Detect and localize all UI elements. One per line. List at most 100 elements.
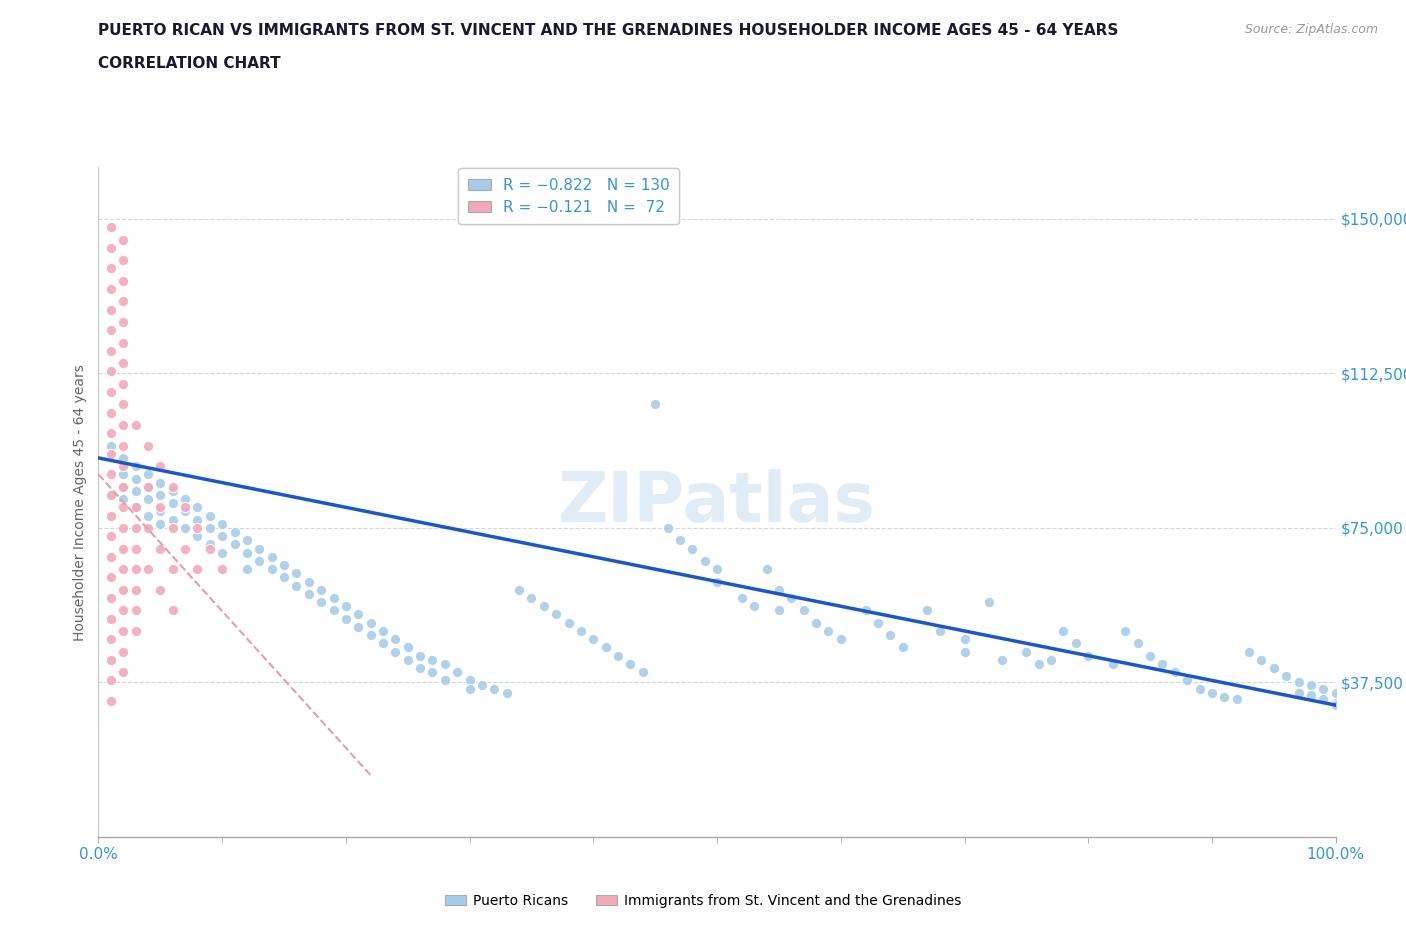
Point [112,397,135,412]
Point [1028,657,1050,671]
Point [681,541,703,556]
Text: PUERTO RICAN VS IMMIGRANTS FROM ST. VINCENT AND THE GRENADINES HOUSEHOLDER INCOM: PUERTO RICAN VS IMMIGRANTS FROM ST. VINC… [98,23,1119,38]
Point [891,640,914,655]
Point [1188,681,1211,696]
Point [533,599,555,614]
Point [112,623,135,638]
Point [100,673,122,688]
Point [112,294,135,309]
Point [742,599,765,614]
Point [174,541,197,556]
Point [149,582,172,597]
Point [309,594,332,609]
Point [211,529,233,544]
Point [149,500,172,515]
Point [817,623,839,638]
Point [149,487,172,502]
Point [149,475,172,490]
Point [1288,675,1310,690]
Point [768,603,790,618]
Point [322,591,344,605]
Point [149,516,172,531]
Point [631,665,654,680]
Legend: Puerto Ricans, Immigrants from St. Vincent and the Grenadines: Puerto Ricans, Immigrants from St. Vince… [440,889,966,914]
Point [236,545,259,560]
Point [112,479,135,494]
Point [446,665,468,680]
Point [136,467,159,482]
Point [149,504,172,519]
Point [247,541,270,556]
Point [1275,669,1298,684]
Point [100,302,122,317]
Point [1102,657,1125,671]
Point [595,640,617,655]
Point [162,521,184,536]
Point [100,323,122,338]
Point [347,619,370,634]
Point [162,512,184,527]
Point [100,467,122,482]
Point [136,438,159,453]
Point [100,611,122,626]
Point [100,282,122,297]
Point [224,537,246,551]
Point [793,603,815,618]
Point [755,562,778,577]
Point [136,479,159,494]
Point [112,479,135,494]
Point [100,364,122,379]
Point [124,582,146,597]
Point [979,594,1001,609]
Point [347,607,370,622]
Point [433,657,456,671]
Point [731,591,754,605]
Point [1213,689,1236,704]
Point [124,418,146,432]
Point [804,616,827,631]
Point [211,562,233,577]
Point [112,335,135,350]
Point [409,660,432,675]
Point [100,529,122,544]
Point [162,603,184,618]
Point [693,553,716,568]
Point [100,219,122,234]
Point [186,562,208,577]
Point [1201,685,1223,700]
Point [1126,636,1149,651]
Point [124,500,146,515]
Point [149,541,172,556]
Point [124,500,146,515]
Point [112,603,135,618]
Point [855,603,877,618]
Point [1015,644,1038,659]
Point [136,521,159,536]
Point [100,487,122,502]
Point [780,591,803,605]
Point [508,582,530,597]
Point [136,479,159,494]
Point [198,537,221,551]
Point [124,472,146,486]
Point [273,558,295,573]
Point [247,553,270,568]
Point [706,562,728,577]
Point [198,508,221,523]
Point [112,253,135,268]
Point [112,521,135,536]
Text: Source: ZipAtlas.com: Source: ZipAtlas.com [1244,23,1378,36]
Point [112,582,135,597]
Point [607,648,630,663]
Point [396,640,419,655]
Point [1312,692,1334,707]
Point [100,261,122,276]
Point [866,616,889,631]
Point [112,644,135,659]
Point [112,665,135,680]
Point [174,521,197,536]
Point [1040,652,1063,667]
Point [1324,696,1347,711]
Point [112,562,135,577]
Point [557,616,579,631]
